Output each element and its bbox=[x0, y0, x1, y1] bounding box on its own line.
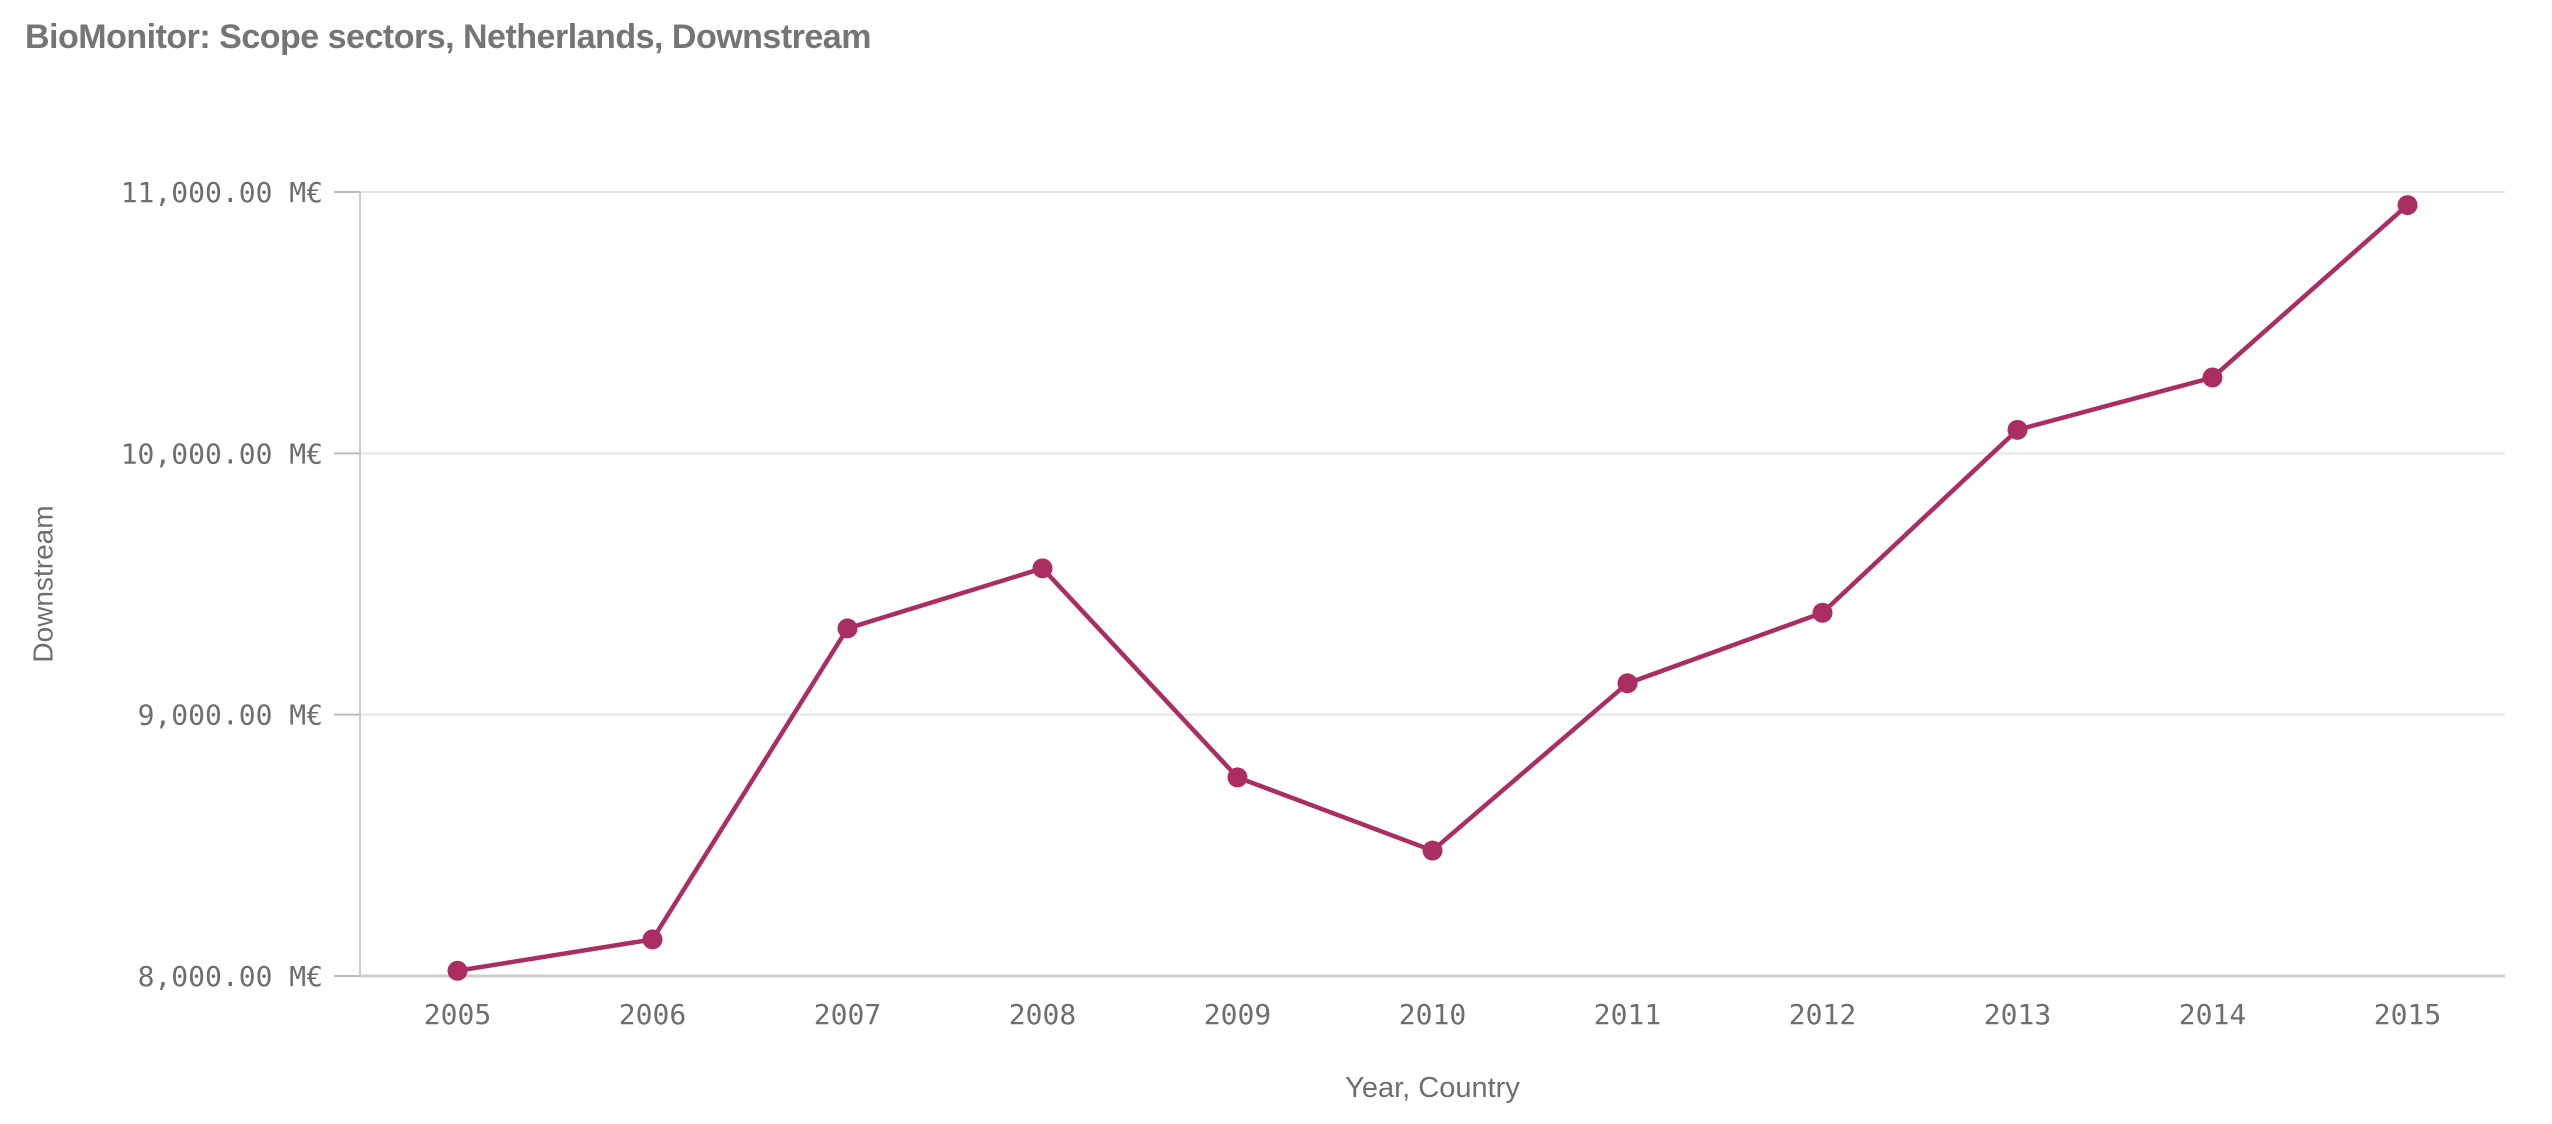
x-tick-label[interactable]: 2010 bbox=[1399, 998, 1466, 1031]
x-tick-label[interactable]: 2013 bbox=[1984, 998, 2051, 1031]
y-tick-label: 11,000.00 M€ bbox=[121, 176, 323, 209]
y-tick-label: 9,000.00 M€ bbox=[138, 699, 323, 732]
x-tick-label[interactable]: 2011 bbox=[1594, 998, 1661, 1031]
x-tick-label[interactable]: 2007 bbox=[814, 998, 881, 1031]
x-tick-label[interactable]: 2008 bbox=[1009, 998, 1076, 1031]
data-point[interactable] bbox=[837, 618, 858, 639]
data-point[interactable] bbox=[2202, 367, 2223, 388]
x-tick-label[interactable]: 2012 bbox=[1789, 998, 1856, 1031]
data-point[interactable] bbox=[1812, 602, 1833, 623]
data-point[interactable] bbox=[1032, 558, 1053, 579]
data-point[interactable] bbox=[1227, 767, 1248, 788]
chart-title: BioMonitor: Scope sectors, Netherlands, … bbox=[25, 18, 871, 56]
data-point[interactable] bbox=[1617, 673, 1638, 694]
y-tick-label: 8,000.00 M€ bbox=[138, 960, 323, 993]
x-tick-label[interactable]: 2006 bbox=[619, 998, 686, 1031]
data-point[interactable] bbox=[2397, 195, 2418, 216]
data-point[interactable] bbox=[642, 929, 663, 950]
y-tick-label: 10,000.00 M€ bbox=[121, 437, 323, 470]
x-tick-label[interactable]: 2009 bbox=[1204, 998, 1271, 1031]
data-point[interactable] bbox=[447, 960, 468, 981]
x-tick-label[interactable]: 2005 bbox=[424, 998, 491, 1031]
x-axis-title: Year, Country bbox=[1345, 1072, 1520, 1104]
data-point[interactable] bbox=[1422, 840, 1443, 861]
data-point[interactable] bbox=[2007, 419, 2028, 440]
x-tick-label[interactable]: 2014 bbox=[2179, 998, 2246, 1031]
x-tick-label[interactable]: 2015 bbox=[2374, 998, 2441, 1031]
